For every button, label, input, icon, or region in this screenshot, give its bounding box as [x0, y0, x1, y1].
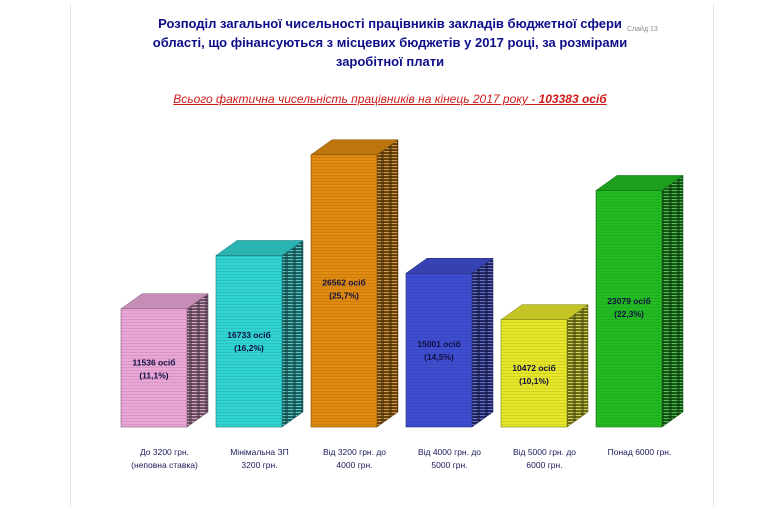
bar-label-3-line-1: 26562 осіб: [322, 277, 365, 287]
bar-side-6: [661, 174, 684, 428]
bar-front-4: [405, 272, 473, 428]
category-label-1-line-1: До 3200 грн.: [139, 447, 190, 457]
category-label-3: Від 3200 грн. до 4000 грн.: [303, 446, 407, 472]
bar-top-4: [405, 257, 494, 274]
category-label-3-line-1: Від 3200 грн. до: [322, 447, 387, 457]
bar-label-4-line-2: (14,5%): [424, 352, 454, 362]
bar-top-6: [595, 175, 684, 191]
bar-top-5: [500, 304, 589, 320]
bar-top-3: [310, 139, 399, 155]
category-label-3-line-2: 4000 грн.: [336, 460, 373, 470]
category-label-4-line-2: 5000 грн.: [431, 460, 468, 470]
title-line-2: області, що фінансуються з місцевих бюдж…: [152, 35, 628, 50]
bar-4: 15001 осіб (14,5%): [405, 257, 494, 428]
bar-front-1: [120, 308, 188, 428]
bar-side-5: [566, 304, 589, 428]
category-label-4-line-1: Від 4000 грн. до: [417, 447, 482, 457]
bar-label-4-line-1: 15001 осіб: [417, 339, 460, 349]
category-label-6-line-1: Понад 6000 грн.: [607, 447, 672, 457]
bar-label-6-line-2: (22,3%): [614, 309, 644, 319]
bar-5: 10472 осіб (10,1%): [500, 304, 589, 428]
bar-label-2-line-1: 16733 осіб: [227, 330, 270, 340]
title-line-1: Розподіл загальної чисельності працівник…: [158, 16, 622, 31]
bar-1: 11536 осіб (11,1%): [120, 293, 209, 428]
subtitle-total: 103383 осіб: [538, 92, 607, 106]
category-label-4: Від 4000 грн. до 5000 грн.: [398, 446, 502, 472]
category-label-1: До 3200 грн. (неповна ставка): [113, 446, 217, 472]
bar-label-5-line-2: (10,1%): [519, 376, 549, 386]
bar-6: 23079 осіб (22,3%): [595, 174, 684, 428]
bar-top-2: [215, 240, 304, 256]
bar-front-6: [595, 190, 663, 428]
bar-3: 26562 осіб (25,7%): [310, 139, 399, 428]
bar-front-2: [215, 255, 283, 428]
bar-front-5: [500, 319, 568, 428]
bar-front-3: [310, 154, 378, 428]
category-label-1-line-2: (неповна ставка): [131, 460, 198, 470]
bar-top-1: [120, 293, 209, 310]
category-label-5: Від 5000 грн. до 6000 грн.: [493, 446, 597, 472]
category-label-5-line-1: Від 5000 грн. до: [512, 447, 577, 457]
slide-frame: [70, 4, 714, 507]
bar-label-2-line-2: (16,2%): [234, 343, 264, 353]
category-label-5-line-2: 6000 грн.: [526, 460, 563, 470]
bar-side-2: [281, 240, 304, 428]
bar-side-4: [471, 257, 494, 428]
bar-label-5-line-1: 10472 осіб: [512, 363, 555, 373]
bar-2: 16733 осіб (16,2%): [215, 240, 304, 428]
category-label-2-line-2: 3200 грн.: [241, 460, 278, 470]
category-label-2: Мінімальна ЗП 3200 грн.: [208, 446, 312, 472]
slide-number: Слайд 13: [627, 26, 658, 33]
subtitle-text: Всього фактична чисельність працівників …: [173, 92, 539, 106]
chart-subtitle: Всього фактична чисельність працівників …: [90, 92, 690, 106]
bar-label-6-line-1: 23079 осіб: [607, 296, 650, 306]
chart-title: Розподіл загальної чисельності працівник…: [90, 14, 690, 71]
bar-label-1-line-1: 11536 осіб: [133, 358, 176, 368]
bar-side-3: [376, 139, 399, 428]
bar-label-3-line-2: (25,7%): [329, 290, 359, 300]
category-label-2-line-1: Мінімальна ЗП: [230, 447, 289, 457]
bar-label-1-line-2: (11,1%): [139, 371, 168, 381]
category-label-6: Понад 6000 грн.: [588, 446, 692, 459]
bar-side-1: [186, 293, 209, 428]
title-line-3: заробітної плати: [335, 54, 445, 69]
